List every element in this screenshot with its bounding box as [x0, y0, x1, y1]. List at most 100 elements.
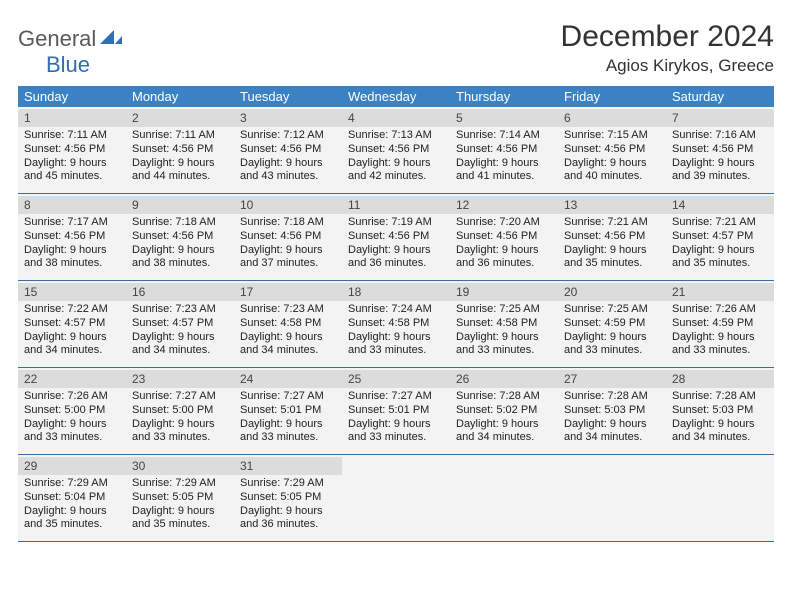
- week-row: 1Sunrise: 7:11 AMSunset: 4:56 PMDaylight…: [18, 107, 774, 194]
- sunset-line: Sunset: 4:56 PM: [132, 230, 228, 244]
- day-cell: 12Sunrise: 7:20 AMSunset: 4:56 PMDayligh…: [450, 194, 558, 280]
- sunrise-line: Sunrise: 7:23 AM: [240, 303, 336, 317]
- sunset-line: Sunset: 5:03 PM: [672, 404, 768, 418]
- logo: General Blue: [18, 20, 122, 78]
- daylight-line-2: and 39 minutes.: [672, 170, 768, 184]
- day-cell: 18Sunrise: 7:24 AMSunset: 4:58 PMDayligh…: [342, 281, 450, 367]
- daylight-line-1: Daylight: 9 hours: [564, 418, 660, 432]
- weeks-container: 1Sunrise: 7:11 AMSunset: 4:56 PMDaylight…: [18, 107, 774, 542]
- week-row: 8Sunrise: 7:17 AMSunset: 4:56 PMDaylight…: [18, 194, 774, 281]
- daylight-line-2: and 34 minutes.: [456, 431, 552, 445]
- day-cell: 4Sunrise: 7:13 AMSunset: 4:56 PMDaylight…: [342, 107, 450, 193]
- day-cell: 5Sunrise: 7:14 AMSunset: 4:56 PMDaylight…: [450, 107, 558, 193]
- logo-text: General Blue: [18, 26, 122, 78]
- day-number: 20: [558, 283, 666, 301]
- daylight-line-1: Daylight: 9 hours: [24, 418, 120, 432]
- day-number: 19: [450, 283, 558, 301]
- daylight-line-2: and 35 minutes.: [24, 518, 120, 532]
- daylight-line-1: Daylight: 9 hours: [132, 331, 228, 345]
- day-number: 26: [450, 370, 558, 388]
- daylight-line-1: Daylight: 9 hours: [456, 331, 552, 345]
- sunrise-line: Sunrise: 7:12 AM: [240, 129, 336, 143]
- header: General Blue December 2024 Agios Kirykos…: [18, 20, 774, 78]
- sunrise-line: Sunrise: 7:26 AM: [672, 303, 768, 317]
- daylight-line-2: and 33 minutes.: [132, 431, 228, 445]
- weekday-thursday: Thursday: [450, 86, 558, 107]
- day-number: 15: [18, 283, 126, 301]
- sunrise-line: Sunrise: 7:19 AM: [348, 216, 444, 230]
- day-cell: 27Sunrise: 7:28 AMSunset: 5:03 PMDayligh…: [558, 368, 666, 454]
- day-number: 30: [126, 457, 234, 475]
- day-cell: 15Sunrise: 7:22 AMSunset: 4:57 PMDayligh…: [18, 281, 126, 367]
- sunset-line: Sunset: 5:00 PM: [24, 404, 120, 418]
- sunrise-line: Sunrise: 7:15 AM: [564, 129, 660, 143]
- day-number: 18: [342, 283, 450, 301]
- daylight-line-2: and 34 minutes.: [672, 431, 768, 445]
- sunrise-line: Sunrise: 7:21 AM: [672, 216, 768, 230]
- day-cell: 26Sunrise: 7:28 AMSunset: 5:02 PMDayligh…: [450, 368, 558, 454]
- day-cell: 29Sunrise: 7:29 AMSunset: 5:04 PMDayligh…: [18, 455, 126, 541]
- sunset-line: Sunset: 5:05 PM: [132, 491, 228, 505]
- day-number: 2: [126, 109, 234, 127]
- logo-word-2: Blue: [46, 52, 90, 77]
- sunset-line: Sunset: 5:03 PM: [564, 404, 660, 418]
- title-block: December 2024 Agios Kirykos, Greece: [561, 20, 774, 76]
- daylight-line-1: Daylight: 9 hours: [348, 157, 444, 171]
- sunrise-line: Sunrise: 7:21 AM: [564, 216, 660, 230]
- weekday-sunday: Sunday: [18, 86, 126, 107]
- sunrise-line: Sunrise: 7:28 AM: [564, 390, 660, 404]
- sunset-line: Sunset: 4:57 PM: [132, 317, 228, 331]
- day-cell: 19Sunrise: 7:25 AMSunset: 4:58 PMDayligh…: [450, 281, 558, 367]
- day-cell: 20Sunrise: 7:25 AMSunset: 4:59 PMDayligh…: [558, 281, 666, 367]
- day-number: 22: [18, 370, 126, 388]
- day-number: 12: [450, 196, 558, 214]
- logo-sail-icon: [100, 33, 122, 50]
- daylight-line-1: Daylight: 9 hours: [132, 157, 228, 171]
- sunrise-line: Sunrise: 7:29 AM: [132, 477, 228, 491]
- day-cell: 22Sunrise: 7:26 AMSunset: 5:00 PMDayligh…: [18, 368, 126, 454]
- daylight-line-1: Daylight: 9 hours: [132, 505, 228, 519]
- daylight-line-1: Daylight: 9 hours: [24, 157, 120, 171]
- daylight-line-1: Daylight: 9 hours: [564, 331, 660, 345]
- day-cell: 28Sunrise: 7:28 AMSunset: 5:03 PMDayligh…: [666, 368, 774, 454]
- sunset-line: Sunset: 4:56 PM: [672, 143, 768, 157]
- sunrise-line: Sunrise: 7:29 AM: [24, 477, 120, 491]
- daylight-line-1: Daylight: 9 hours: [456, 418, 552, 432]
- daylight-line-2: and 38 minutes.: [132, 257, 228, 271]
- daylight-line-1: Daylight: 9 hours: [24, 244, 120, 258]
- day-cell: 14Sunrise: 7:21 AMSunset: 4:57 PMDayligh…: [666, 194, 774, 280]
- weekday-header-row: Sunday Monday Tuesday Wednesday Thursday…: [18, 86, 774, 107]
- week-row: 29Sunrise: 7:29 AMSunset: 5:04 PMDayligh…: [18, 455, 774, 542]
- sunset-line: Sunset: 5:01 PM: [348, 404, 444, 418]
- daylight-line-1: Daylight: 9 hours: [348, 331, 444, 345]
- daylight-line-1: Daylight: 9 hours: [456, 244, 552, 258]
- sunset-line: Sunset: 4:56 PM: [24, 143, 120, 157]
- sunrise-line: Sunrise: 7:23 AM: [132, 303, 228, 317]
- daylight-line-2: and 33 minutes.: [564, 344, 660, 358]
- daylight-line-2: and 34 minutes.: [564, 431, 660, 445]
- daylight-line-1: Daylight: 9 hours: [564, 157, 660, 171]
- day-number: 31: [234, 457, 342, 475]
- daylight-line-1: Daylight: 9 hours: [564, 244, 660, 258]
- daylight-line-2: and 34 minutes.: [132, 344, 228, 358]
- day-number: 11: [342, 196, 450, 214]
- daylight-line-2: and 38 minutes.: [24, 257, 120, 271]
- sunset-line: Sunset: 5:00 PM: [132, 404, 228, 418]
- sunrise-line: Sunrise: 7:16 AM: [672, 129, 768, 143]
- week-row: 15Sunrise: 7:22 AMSunset: 4:57 PMDayligh…: [18, 281, 774, 368]
- sunset-line: Sunset: 4:58 PM: [348, 317, 444, 331]
- daylight-line-1: Daylight: 9 hours: [240, 418, 336, 432]
- day-cell: 6Sunrise: 7:15 AMSunset: 4:56 PMDaylight…: [558, 107, 666, 193]
- daylight-line-2: and 36 minutes.: [456, 257, 552, 271]
- calendar-page: General Blue December 2024 Agios Kirykos…: [0, 0, 792, 612]
- daylight-line-1: Daylight: 9 hours: [132, 418, 228, 432]
- daylight-line-1: Daylight: 9 hours: [672, 331, 768, 345]
- daylight-line-1: Daylight: 9 hours: [672, 418, 768, 432]
- daylight-line-2: and 33 minutes.: [348, 344, 444, 358]
- day-number: 23: [126, 370, 234, 388]
- daylight-line-2: and 44 minutes.: [132, 170, 228, 184]
- daylight-line-2: and 42 minutes.: [348, 170, 444, 184]
- day-cell: 13Sunrise: 7:21 AMSunset: 4:56 PMDayligh…: [558, 194, 666, 280]
- day-number: 5: [450, 109, 558, 127]
- day-number: 29: [18, 457, 126, 475]
